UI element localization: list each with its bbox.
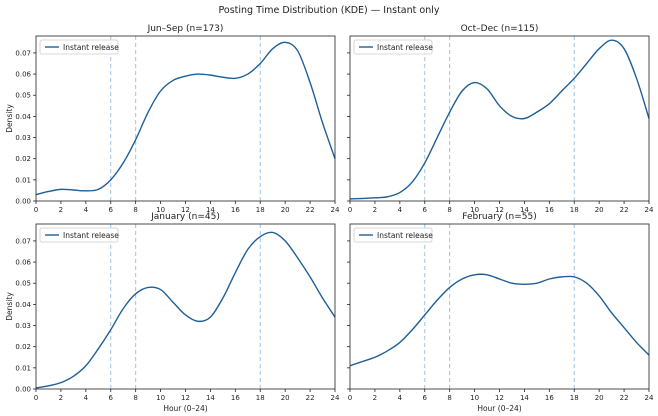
legend-label: Instant release: [63, 43, 119, 52]
x-tick-label: 24: [645, 394, 654, 402]
series-line-1: [35, 41, 336, 196]
x-tick-label: 20: [595, 206, 604, 214]
panel-title: February (n=55): [462, 212, 536, 222]
x-tick-label: 20: [281, 394, 290, 402]
panel-3: 0 2 4 6 8 10 12 14 16 18 20 22 240.000.010.020.030.0…: [5, 212, 340, 413]
axes-frame: [349, 223, 650, 390]
x-tick-label: 6: [109, 206, 114, 214]
x-tick-label: 16: [545, 394, 554, 402]
x-tick-label: 4: [398, 394, 403, 402]
x-tick-label: 22: [620, 206, 629, 214]
x-tick-label: 0: [348, 206, 352, 214]
x-tick-label: 2: [373, 394, 377, 402]
x-tick-label: 18: [256, 206, 265, 214]
x-tick-label: 14: [206, 394, 215, 402]
x-tick-label: 12: [495, 394, 504, 402]
x-tick-label: 2: [373, 206, 377, 214]
y-tick-label: 0.01: [15, 364, 31, 372]
panel-title: January (n=45): [150, 212, 220, 222]
x-tick-label: 10: [470, 394, 479, 402]
x-tick-label: 0: [348, 394, 352, 402]
panel-1: 0 2 4 6 8 10 12 14 16 18 20 22 240.000.010.020.030.0…: [5, 24, 340, 214]
panel-title: Oct–Dec (n=115): [461, 24, 539, 34]
panel-title: Jun–Sep (n=173): [147, 24, 224, 34]
axes-frame: [349, 35, 650, 202]
series-line-1: [35, 231, 336, 389]
x-tick-label: 10: [470, 206, 479, 214]
figure-suptitle: Posting Time Distribution (KDE) — Instan…: [219, 5, 440, 16]
y-axis-label: Density: [5, 104, 14, 133]
x-tick-label: 0: [34, 206, 38, 214]
legend-label: Instant release: [377, 43, 433, 52]
legend-label: Instant release: [63, 231, 119, 240]
panels-group: 0 2 4 6 8 10 12 14 16 18 20 22 240.000.010.020.030.0…: [5, 24, 654, 413]
x-tick-label: 2: [59, 206, 63, 214]
x-tick-label: 16: [545, 206, 554, 214]
x-tick-label: 4: [84, 206, 89, 214]
x-tick-label: 16: [231, 394, 240, 402]
x-tick-label: 24: [645, 206, 654, 214]
x-tick-label: 6: [423, 206, 428, 214]
x-tick-label: 18: [570, 394, 579, 402]
x-tick-label: 8: [133, 394, 137, 402]
x-tick-label: 22: [620, 394, 629, 402]
x-tick-label: 12: [181, 206, 190, 214]
legend-box: [353, 39, 433, 55]
y-tick-label: 0.05: [15, 92, 31, 100]
x-tick-label: 14: [206, 206, 215, 214]
y-tick-label: 0.00: [15, 198, 31, 206]
y-tick-label: 0.07: [15, 49, 31, 57]
x-tick-label: 20: [281, 206, 290, 214]
x-tick-label: 4: [84, 394, 89, 402]
y-tick-label: 0.05: [15, 280, 31, 288]
x-tick-label: 12: [181, 394, 190, 402]
y-tick-label: 0.07: [15, 237, 31, 245]
y-tick-label: 0.03: [15, 322, 31, 330]
x-axis-label: Hour (0–24): [477, 404, 521, 413]
x-tick-label: 18: [256, 394, 265, 402]
series-line-1: [349, 39, 650, 200]
x-tick-label: 8: [447, 206, 451, 214]
legend-box: [39, 39, 119, 55]
x-tick-label: 12: [495, 206, 504, 214]
x-axis-label: Hour (0–24): [163, 404, 207, 413]
x-tick-label: 4: [398, 206, 403, 214]
x-tick-label: 22: [306, 394, 315, 402]
x-tick-label: 0: [34, 394, 38, 402]
y-tick-label: 0.06: [15, 259, 31, 267]
y-tick-label: 0.04: [15, 113, 31, 121]
y-tick-label: 0.00: [15, 386, 31, 394]
y-tick-label: 0.04: [15, 301, 31, 309]
x-tick-label: 22: [306, 206, 315, 214]
axes-frame: [35, 35, 336, 202]
x-tick-label: 8: [133, 206, 137, 214]
x-tick-label: 20: [595, 394, 604, 402]
x-tick-label: 16: [231, 206, 240, 214]
legend-label: Instant release: [377, 231, 433, 240]
y-axis-label: Density: [5, 292, 14, 321]
x-tick-label: 6: [423, 394, 428, 402]
legend-box: [39, 227, 119, 243]
y-tick-label: 0.06: [15, 71, 31, 79]
x-tick-label: 14: [520, 206, 529, 214]
x-tick-label: 6: [109, 394, 114, 402]
legend-box: [353, 227, 433, 243]
series-line-1: [349, 273, 650, 367]
x-tick-label: 24: [331, 394, 340, 402]
axes-frame: [35, 223, 336, 390]
x-tick-label: 10: [156, 206, 165, 214]
y-tick-label: 0.02: [15, 343, 31, 351]
y-tick-label: 0.01: [15, 176, 31, 184]
x-tick-label: 18: [570, 206, 579, 214]
x-tick-label: 14: [520, 394, 529, 402]
x-tick-label: 10: [156, 394, 165, 402]
x-tick-label: 2: [59, 394, 63, 402]
y-tick-label: 0.02: [15, 155, 31, 163]
x-tick-label: 8: [447, 394, 451, 402]
y-tick-label: 0.03: [15, 134, 31, 142]
x-tick-label: 24: [331, 206, 340, 214]
